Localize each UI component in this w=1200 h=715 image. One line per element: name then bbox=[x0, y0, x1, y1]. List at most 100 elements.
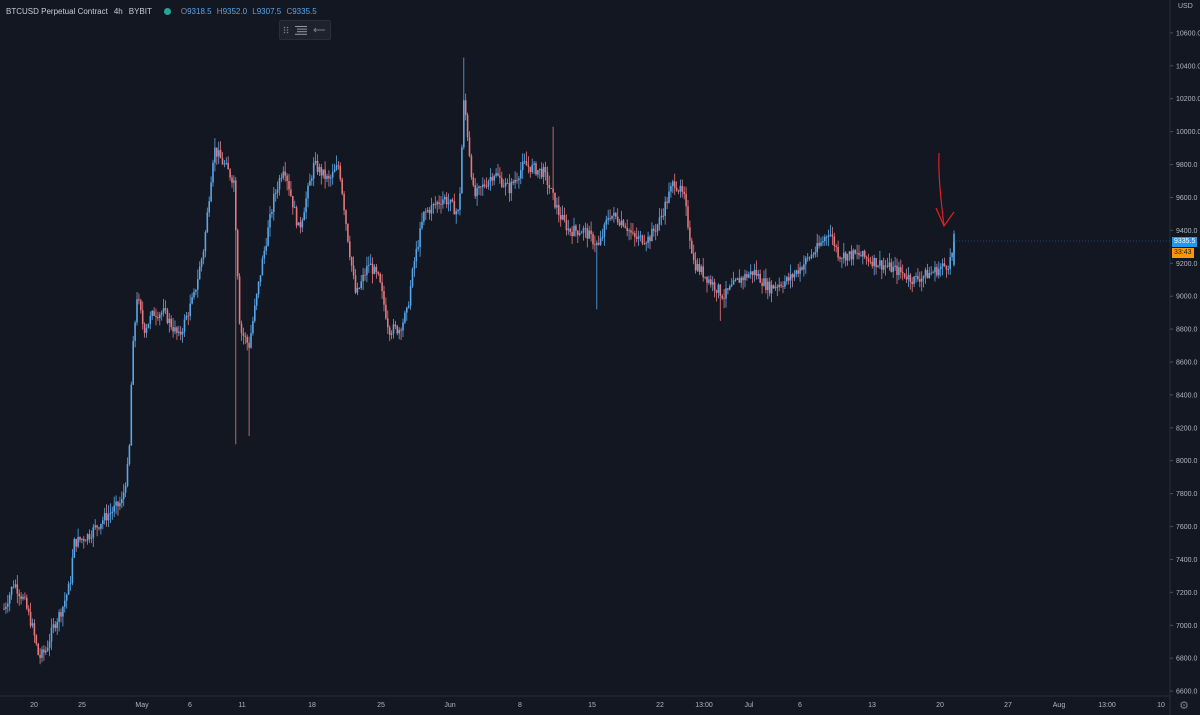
candle-body bbox=[193, 291, 195, 298]
candle-body bbox=[18, 593, 20, 597]
x-tick-label: May bbox=[135, 702, 149, 709]
candle-body bbox=[478, 186, 480, 189]
candle-body bbox=[339, 165, 342, 180]
x-tick-label: 6 bbox=[188, 702, 192, 709]
chart-legend: BTCUSD Perpetual Contract 4h BYBIT O9318… bbox=[6, 4, 320, 18]
y-tick-label: 7600.0 bbox=[1176, 524, 1198, 531]
candle-body bbox=[314, 160, 317, 163]
candle-body bbox=[546, 172, 549, 185]
candle-body bbox=[400, 329, 402, 331]
candle-body bbox=[945, 265, 948, 270]
candle-body bbox=[29, 611, 32, 626]
candle-body bbox=[178, 331, 180, 333]
candle-body bbox=[147, 323, 150, 328]
candle-body bbox=[588, 230, 590, 239]
candle-body bbox=[810, 254, 813, 259]
gear-icon[interactable]: ⚙ bbox=[1179, 700, 1189, 712]
candle-body bbox=[166, 309, 169, 323]
candle-body bbox=[732, 280, 735, 285]
candle-body bbox=[145, 327, 148, 333]
candle-body bbox=[208, 201, 210, 213]
candle-body bbox=[81, 538, 83, 540]
candle-body bbox=[159, 314, 161, 319]
indicator-list-icon[interactable] bbox=[292, 22, 310, 38]
x-tick-label: 10 bbox=[1157, 702, 1165, 709]
candle-body bbox=[86, 534, 89, 541]
interval-label[interactable]: 4h bbox=[113, 6, 123, 16]
candle-body bbox=[90, 537, 93, 539]
candle-body bbox=[801, 267, 803, 270]
drag-handle-icon[interactable] bbox=[280, 22, 292, 38]
candle-body bbox=[862, 250, 864, 257]
candle-body bbox=[134, 322, 136, 341]
candle-body bbox=[943, 263, 946, 266]
x-tick-label: 22 bbox=[656, 702, 664, 709]
candle-body bbox=[527, 165, 530, 167]
candle-body bbox=[879, 260, 881, 266]
candle-body bbox=[41, 649, 43, 658]
candle-body bbox=[282, 171, 285, 178]
annotation-arrow-shaft[interactable] bbox=[938, 152, 945, 227]
candle-body bbox=[822, 241, 824, 243]
candle-body bbox=[468, 137, 471, 156]
candle-body bbox=[721, 295, 723, 299]
symbol-name[interactable]: BTCUSD Perpetual Contract bbox=[6, 6, 108, 16]
candle-body bbox=[751, 271, 754, 276]
candle-body bbox=[293, 207, 296, 209]
candle-body bbox=[160, 312, 163, 315]
candle-body bbox=[157, 316, 159, 319]
candle-body bbox=[594, 244, 596, 246]
low-key: L bbox=[252, 6, 257, 16]
candle-body bbox=[729, 286, 731, 290]
candle-body bbox=[172, 327, 174, 332]
candle-body bbox=[586, 228, 589, 239]
y-tick-label: 7400.0 bbox=[1176, 557, 1198, 564]
candle-body bbox=[297, 222, 300, 226]
candle-body bbox=[305, 198, 307, 213]
candle-body bbox=[483, 184, 486, 186]
candle-body bbox=[274, 192, 277, 194]
candle-body bbox=[700, 266, 703, 272]
candle-body bbox=[216, 147, 218, 157]
candle-body bbox=[630, 230, 632, 233]
candle-body bbox=[470, 155, 473, 178]
candle-body bbox=[415, 248, 418, 262]
candle-body bbox=[200, 259, 203, 267]
candle-body bbox=[615, 212, 617, 217]
candle-body bbox=[67, 583, 70, 595]
candle-body bbox=[884, 265, 887, 267]
high-key: H bbox=[216, 6, 223, 16]
candle-body bbox=[301, 220, 304, 228]
candle-body bbox=[922, 276, 925, 279]
candle-body bbox=[512, 181, 514, 183]
candle-body bbox=[183, 319, 186, 332]
candle-body bbox=[442, 199, 444, 205]
candle-body bbox=[198, 266, 201, 280]
candle-body bbox=[149, 315, 152, 324]
candle-body bbox=[105, 513, 108, 521]
candle-body bbox=[54, 624, 57, 629]
ohlc-values: O9318.5 H9352.0 L9307.5 C9335.5 bbox=[181, 7, 320, 16]
candle-body bbox=[786, 277, 788, 282]
candle-body bbox=[947, 269, 950, 270]
candle-body bbox=[179, 331, 182, 335]
x-tick-label: 20 bbox=[936, 702, 944, 709]
candle-body bbox=[554, 192, 556, 208]
candle-body bbox=[556, 205, 558, 208]
candle-body bbox=[411, 269, 414, 287]
candle-body bbox=[409, 286, 412, 306]
annotation-arrow-head[interactable] bbox=[935, 207, 955, 228]
candle-body bbox=[100, 523, 102, 529]
candle-body bbox=[708, 279, 710, 283]
candle-body bbox=[22, 596, 24, 599]
candle-body bbox=[905, 277, 908, 280]
collapse-arrow-icon[interactable] bbox=[310, 22, 328, 38]
candle-body bbox=[723, 298, 725, 300]
last-price-tag: 9335.5 bbox=[1172, 237, 1198, 247]
candle-body bbox=[60, 612, 62, 617]
candle-body bbox=[607, 218, 609, 220]
candle-body bbox=[765, 278, 767, 291]
candle-body bbox=[461, 147, 463, 194]
candle-body bbox=[592, 234, 594, 245]
